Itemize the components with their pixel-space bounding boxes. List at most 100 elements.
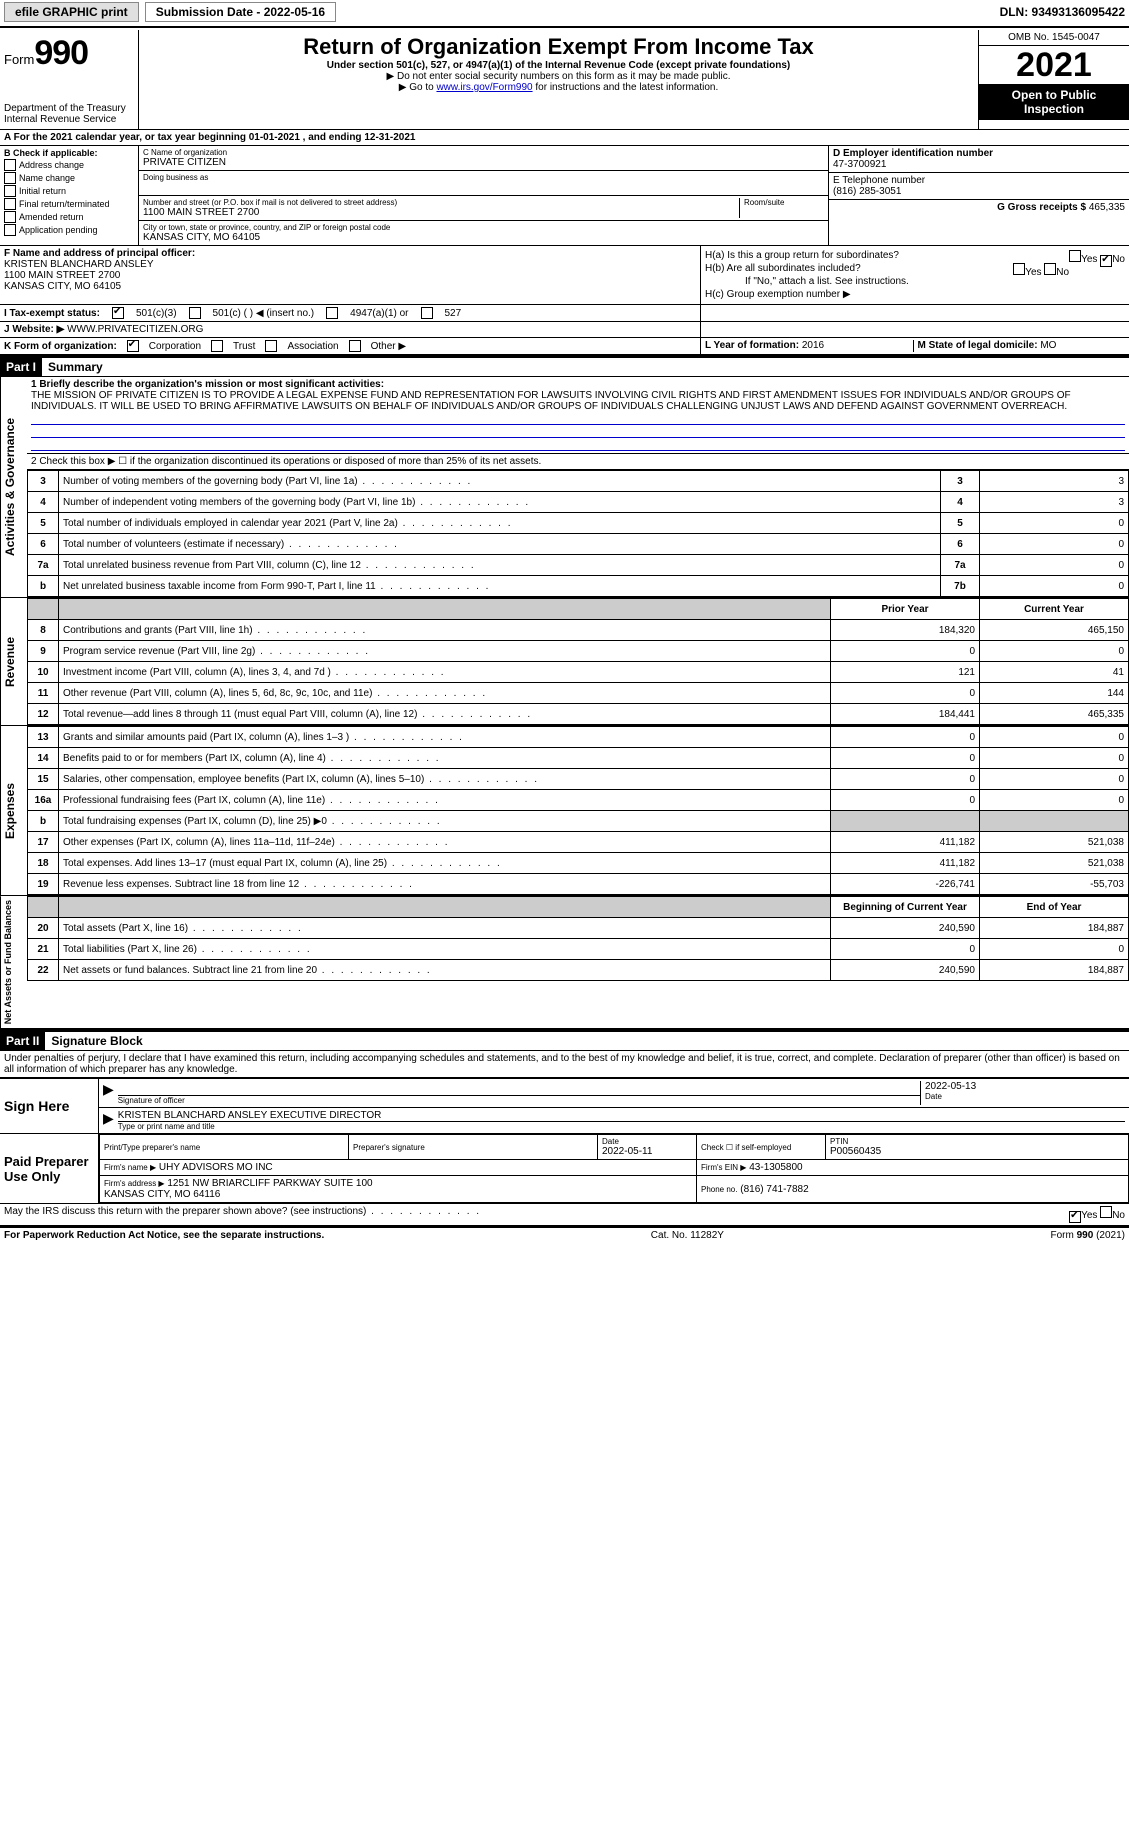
chk-other[interactable] bbox=[349, 340, 361, 352]
chk-amended-return[interactable] bbox=[4, 211, 16, 223]
omb-number: OMB No. 1545-0047 bbox=[979, 30, 1129, 46]
row-desc: Professional fundraising fees (Part IX, … bbox=[59, 790, 831, 811]
row-prior: 240,590 bbox=[831, 960, 980, 981]
chk-corp[interactable] bbox=[127, 340, 139, 352]
row-box: 6 bbox=[941, 534, 980, 555]
section-j: J Website: ▶ WWW.PRIVATECITIZEN.ORG bbox=[0, 322, 1129, 338]
prep-print-label: Print/Type preparer's name bbox=[104, 1143, 344, 1152]
efile-print-button[interactable]: efile GRAPHIC print bbox=[4, 2, 139, 22]
page-footer: For Paperwork Reduction Act Notice, see … bbox=[0, 1227, 1129, 1243]
sec-b-heading: B Check if applicable: bbox=[4, 148, 134, 158]
ein-value: 47-3700921 bbox=[833, 159, 1125, 170]
row-num: 7a bbox=[28, 555, 59, 576]
sec-ha-label: H(a) Is this a group return for subordin… bbox=[705, 250, 899, 261]
irs-label: Internal Revenue Service bbox=[4, 114, 134, 125]
chk-final-return[interactable] bbox=[4, 198, 16, 210]
part2-title: Part II bbox=[0, 1032, 45, 1050]
firm-addr-label: Firm's address ▶ bbox=[104, 1179, 165, 1188]
sec-l-label: L Year of formation: bbox=[705, 340, 799, 351]
arrow-icon: ▶ bbox=[103, 1110, 114, 1131]
chk-discuss-yes[interactable] bbox=[1069, 1211, 1081, 1223]
row-val: 3 bbox=[980, 471, 1129, 492]
row-desc: Revenue less expenses. Subtract line 18 … bbox=[59, 874, 831, 895]
firm-name-label: Firm's name ▶ bbox=[104, 1163, 156, 1172]
row-box: 3 bbox=[941, 471, 980, 492]
row-val: 3 bbox=[980, 492, 1129, 513]
row-desc: Total expenses. Add lines 13–17 (must eq… bbox=[59, 853, 831, 874]
row-num: 6 bbox=[28, 534, 59, 555]
chk-app-pending[interactable] bbox=[4, 224, 16, 236]
tax-year: 2021 bbox=[979, 46, 1129, 84]
row-num: 17 bbox=[28, 832, 59, 853]
row-desc: Grants and similar amounts paid (Part IX… bbox=[59, 727, 831, 748]
row-desc: Total revenue—add lines 8 through 11 (mu… bbox=[59, 704, 831, 725]
row-desc: Total liabilities (Part X, line 26) bbox=[59, 939, 831, 960]
chk-discuss-no[interactable] bbox=[1100, 1206, 1112, 1218]
row-desc: Contributions and grants (Part VIII, lin… bbox=[59, 620, 831, 641]
footer-right: Form 990 (2021) bbox=[1051, 1230, 1126, 1241]
sign-here-label: Sign Here bbox=[0, 1079, 99, 1133]
col-header: End of Year bbox=[980, 897, 1129, 918]
row-desc: Net unrelated business taxable income fr… bbox=[59, 576, 941, 597]
row-val: 0 bbox=[980, 576, 1129, 597]
row-current: 0 bbox=[980, 790, 1129, 811]
row-current: 144 bbox=[980, 683, 1129, 704]
dept-treasury: Department of the Treasury bbox=[4, 103, 134, 114]
row-prior: 0 bbox=[831, 683, 980, 704]
row-prior: -226,741 bbox=[831, 874, 980, 895]
sec-e-label: E Telephone number bbox=[833, 175, 1125, 186]
part2-header: Part II Signature Block bbox=[0, 1030, 1129, 1051]
row-prior: 184,320 bbox=[831, 620, 980, 641]
sec-hc-label: H(c) Group exemption number ▶ bbox=[705, 289, 1125, 300]
firm-phone: (816) 741-7882 bbox=[740, 1184, 808, 1195]
irs-link[interactable]: www.irs.gov/Form990 bbox=[436, 82, 532, 93]
row-current bbox=[980, 811, 1129, 832]
col-header: Beginning of Current Year bbox=[831, 897, 980, 918]
chk-name-change[interactable] bbox=[4, 172, 16, 184]
line1-label: 1 Briefly describe the organization's mi… bbox=[31, 379, 1125, 390]
vlabel-netassets: Net Assets or Fund Balances bbox=[0, 896, 27, 1028]
row-desc: Total assets (Part X, line 16) bbox=[59, 918, 831, 939]
sign-date-value: 2022-05-13 bbox=[925, 1081, 1125, 1092]
chk-ha-no[interactable] bbox=[1100, 255, 1112, 267]
discuss-row: May the IRS discuss this return with the… bbox=[0, 1204, 1129, 1227]
sec-f-label: F Name and address of principal officer: bbox=[4, 248, 696, 259]
footer-mid: Cat. No. 11282Y bbox=[651, 1230, 724, 1241]
row-desc: Total unrelated business revenue from Pa… bbox=[59, 555, 941, 576]
ptin-label: PTIN bbox=[830, 1137, 1124, 1146]
vlabel-expenses: Expenses bbox=[0, 726, 27, 895]
perjury-text: Under penalties of perjury, I declare th… bbox=[0, 1051, 1129, 1079]
chk-501c3[interactable] bbox=[112, 307, 124, 319]
chk-initial-return[interactable] bbox=[4, 185, 16, 197]
chk-hb-yes[interactable] bbox=[1013, 263, 1025, 275]
chk-4947[interactable] bbox=[326, 307, 338, 319]
sec-c-name-label: C Name of organization bbox=[143, 148, 824, 157]
sec-k-label: K Form of organization: bbox=[4, 341, 117, 352]
chk-501c[interactable] bbox=[189, 307, 201, 319]
row-desc: Benefits paid to or for members (Part IX… bbox=[59, 748, 831, 769]
row-num: 3 bbox=[28, 471, 59, 492]
chk-527[interactable] bbox=[421, 307, 433, 319]
chk-trust[interactable] bbox=[211, 340, 223, 352]
chk-assoc[interactable] bbox=[265, 340, 277, 352]
sign-here-row: Sign Here ▶ Signature of officer 2022-05… bbox=[0, 1079, 1129, 1134]
row-current: 465,150 bbox=[980, 620, 1129, 641]
row-prior: 240,590 bbox=[831, 918, 980, 939]
row-current: 184,887 bbox=[980, 918, 1129, 939]
section-klm: K Form of organization: Corporation Trus… bbox=[0, 338, 1129, 356]
org-name: PRIVATE CITIZEN bbox=[143, 157, 824, 168]
chk-address-change[interactable] bbox=[4, 159, 16, 171]
street-label: Number and street (or P.O. box if mail i… bbox=[143, 198, 739, 207]
chk-ha-yes[interactable] bbox=[1069, 250, 1081, 262]
sec-j-label: J Website: ▶ bbox=[4, 324, 64, 335]
state-domicile: MO bbox=[1040, 340, 1056, 351]
sign-date-label: Date bbox=[925, 1092, 1125, 1101]
submission-date-button[interactable]: Submission Date - 2022-05-16 bbox=[145, 2, 336, 22]
period-line-a: A For the 2021 calendar year, or tax yea… bbox=[0, 130, 1129, 146]
row-num: 8 bbox=[28, 620, 59, 641]
part1-body: Activities & Governance 1 Briefly descri… bbox=[0, 377, 1129, 1030]
firm-ein-label: Firm's EIN ▶ bbox=[701, 1163, 746, 1172]
form-title: Return of Organization Exempt From Incom… bbox=[147, 34, 970, 60]
chk-hb-no[interactable] bbox=[1044, 263, 1056, 275]
dba-label: Doing business as bbox=[143, 173, 824, 182]
